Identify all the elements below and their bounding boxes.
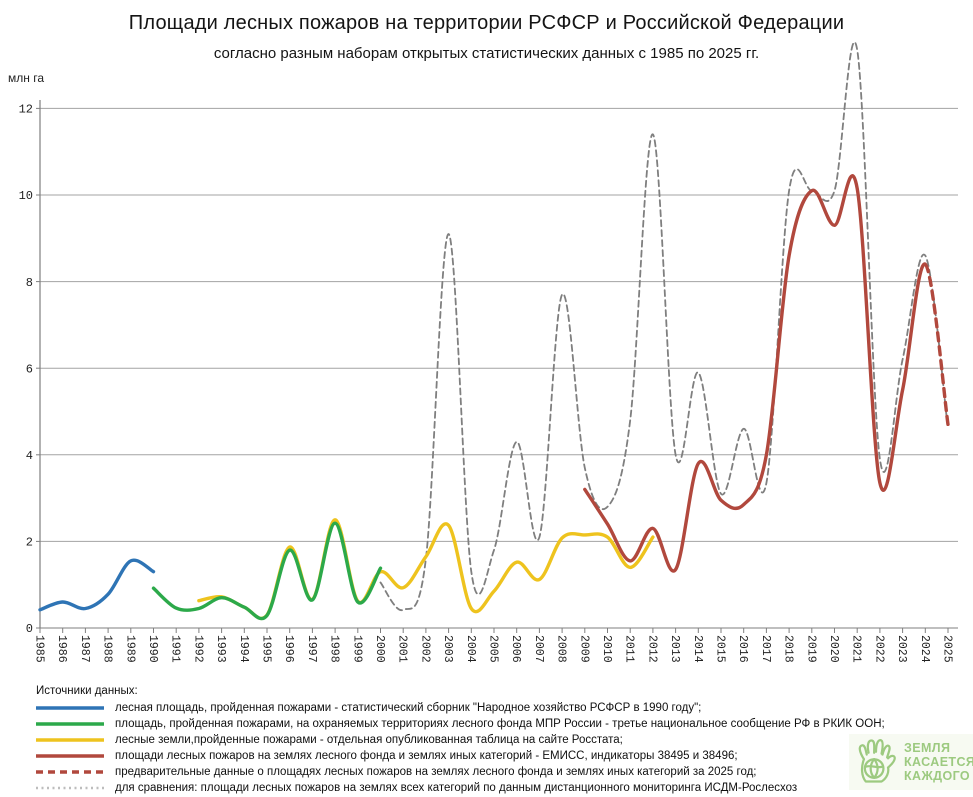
- x-tick-label: 2012: [645, 635, 658, 663]
- legend: Источники данных: лесная площадь, пройде…: [36, 683, 956, 796]
- x-tick-label: 1994: [237, 635, 250, 663]
- x-tick-label: 1987: [78, 635, 91, 663]
- legend-label: лесные земли,пройденные пожарами - отдел…: [115, 734, 623, 746]
- x-tick-label: 2000: [373, 635, 386, 663]
- x-tick-label: 1993: [214, 635, 227, 663]
- x-tick-label: 1990: [146, 635, 159, 663]
- x-tick-label: 2001: [396, 635, 409, 663]
- legend-swatch: [36, 754, 104, 758]
- x-tick-label: 1995: [260, 635, 273, 663]
- x-tick-label: 2024: [918, 635, 931, 663]
- legend-rows: лесная площадь, пройденная пожарами - ст…: [36, 700, 956, 796]
- y-tick-label: 10: [19, 189, 33, 203]
- x-tick-label: 1992: [191, 635, 204, 663]
- legend-item-3: лесные земли,пройденные пожарами - отдел…: [36, 732, 956, 748]
- x-tick-label: 2020: [827, 635, 840, 663]
- x-tick-label: 2021: [850, 635, 863, 663]
- x-tick-label: 2011: [623, 635, 636, 663]
- brand-logo: ЗЕМЛЯ КАСАЕТСЯ КАЖДОГО: [849, 734, 973, 790]
- legend-label: лесная площадь, пройденная пожарами - ст…: [115, 702, 702, 714]
- legend-item-1: лесная площадь, пройденная пожарами - ст…: [36, 700, 956, 716]
- x-tick-label: 1996: [282, 635, 295, 663]
- chart-title: Площади лесных пожаров на территории РСФ…: [128, 12, 845, 34]
- legend-header: Источники данных:: [36, 685, 138, 697]
- legend-label: площадь, пройденная пожарами, на охраняе…: [115, 718, 885, 730]
- x-tick-label: 1985: [33, 635, 46, 663]
- legend-swatch: [36, 786, 104, 790]
- x-tick-label: 2014: [691, 635, 704, 663]
- legend-item-2: площадь, пройденная пожарами, на охраняе…: [36, 716, 956, 732]
- x-tick-label: 2010: [600, 635, 613, 663]
- x-tick-label: 2002: [418, 635, 431, 663]
- x-tick-label: 2018: [782, 635, 795, 663]
- rosstat-line: [197, 518, 655, 621]
- x-tick-label: 2022: [872, 635, 885, 663]
- y-tick-label: 0: [26, 622, 33, 636]
- x-tick-label: 1999: [350, 635, 363, 663]
- y-tick-label: 8: [26, 276, 33, 290]
- y-tick-label: 6: [26, 362, 33, 376]
- x-tick-label: 2008: [555, 635, 568, 663]
- x-tick-label: 2017: [759, 635, 772, 663]
- earth-hand-icon: [858, 739, 896, 783]
- y-tick-label: 2: [26, 536, 33, 550]
- x-tick-label: 2019: [804, 635, 817, 663]
- x-tick-label: 2025: [941, 635, 954, 663]
- x-tick-label: 2003: [441, 635, 454, 663]
- y-axis-unit-label: млн га: [8, 71, 44, 85]
- logo-line-1: ЗЕМЛЯ: [904, 741, 951, 755]
- x-tick-label: 1988: [101, 635, 114, 663]
- legend-swatch: [36, 738, 104, 742]
- x-tick-label: 1986: [55, 635, 68, 663]
- x-tick-label: 1998: [328, 635, 341, 663]
- y-tick-label: 4: [26, 449, 33, 463]
- chart-subtitle: согласно разным наборам открытых статист…: [213, 45, 760, 62]
- emiss-line-preliminary: [923, 262, 950, 427]
- y-tick-label: 12: [19, 103, 33, 117]
- rsfsr-line: [38, 558, 156, 612]
- x-tick-label: 2009: [577, 635, 590, 663]
- isdm-line: [379, 41, 949, 611]
- x-tick-label: 2006: [509, 635, 522, 663]
- logo-line-2: КАСАЕТСЯ: [904, 755, 973, 769]
- legend-label: предварительные данные о площадях лесных…: [115, 766, 757, 778]
- legend-label: площади лесных пожаров на землях лесного…: [115, 750, 738, 762]
- line-chart: 0 2 4 6 8 10 12 1985 1986 1987 1988 1989 1990 1991 199…: [19, 41, 958, 663]
- x-tick-label: 2015: [714, 635, 727, 663]
- x-tick-label: 1997: [305, 635, 318, 663]
- logo-text: ЗЕМЛЯ КАСАЕТСЯ КАЖДОГО: [904, 741, 973, 783]
- x-tick-label: 2023: [895, 635, 908, 663]
- x-tick-label: 2016: [736, 635, 749, 663]
- legend-label: для сравнения: площади лесных пожаров на…: [115, 782, 798, 794]
- x-tick-label: 2004: [464, 635, 477, 663]
- x-tick-label: 1989: [123, 635, 136, 663]
- legend-item-5: предварительные данные о площадях лесных…: [36, 764, 956, 780]
- x-tick-label: 1991: [169, 635, 182, 663]
- x-tick-label: 2013: [668, 635, 681, 663]
- legend-swatch: [36, 722, 104, 726]
- legend-item-4: площади лесных пожаров на землях лесного…: [36, 748, 956, 764]
- x-tick-label: 2007: [532, 635, 545, 663]
- x-tick-label: 2005: [487, 635, 500, 663]
- legend-item-6: для сравнения: площади лесных пожаров на…: [36, 780, 956, 796]
- mpr-line: [151, 521, 383, 621]
- emiss-line: [583, 174, 927, 573]
- legend-swatch: [36, 770, 104, 774]
- logo-line-3: КАЖДОГО: [904, 769, 971, 783]
- legend-swatch: [36, 706, 104, 710]
